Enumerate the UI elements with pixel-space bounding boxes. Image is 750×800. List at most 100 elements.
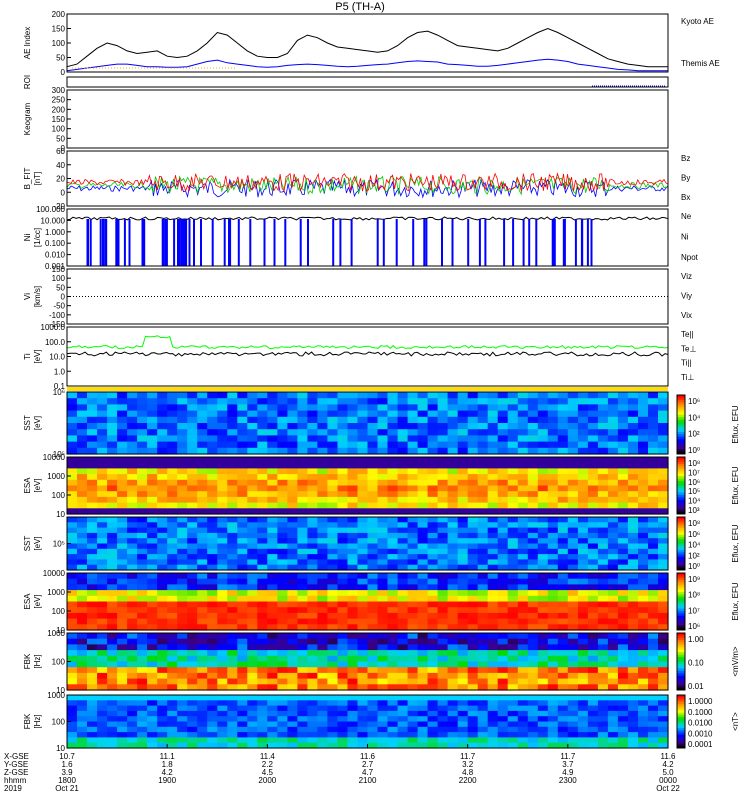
spectrogram-cell [547,429,559,436]
spectrogram-cell [197,527,208,534]
spectrogram-cell [537,429,549,436]
spectrogram-cell [367,491,379,498]
y-axis-label: [eV] [33,536,42,550]
spectrogram-cell [257,416,268,424]
spectrogram-cell [67,737,78,744]
spectrogram-cell [227,404,238,412]
spectrogram-cell [638,644,649,651]
spectrogram-cell [517,447,529,455]
spectrogram-cell [648,502,659,509]
spectrogram-cell [337,607,349,614]
spectrogram-cell [638,705,649,712]
spectrogram-cell [157,721,168,728]
spectrogram-cell [477,429,489,436]
spectrogram-cell [467,710,479,717]
spectrogram-cell [517,678,529,685]
spectrogram-cell [137,527,148,534]
spectrogram-cell [627,726,639,733]
spectrogram-cell [407,638,419,645]
spectrogram-cell [117,584,128,591]
spectrogram-cell [237,462,248,469]
spectrogram-cell [487,618,499,625]
spectrogram-cell [257,410,268,418]
spectrogram-cell [387,538,399,545]
spectrogram-cell [147,633,158,640]
spectrogram-cell [77,732,88,738]
colorbar-tick-label: 10⁶ [688,478,700,487]
spectrogram-cell [207,737,218,744]
spectrogram-cell [317,742,328,749]
colorbar-cell [677,573,685,576]
footer-value: 2100 [359,776,377,785]
y-tick-label: 100 [52,658,66,667]
spectrogram-cell [217,527,228,534]
spectrogram-cell [447,532,459,539]
colorbar-tick-label: 10⁵ [688,487,700,496]
spectrogram-cell [87,462,98,469]
spectrogram-cell [377,638,389,645]
spectrogram-cell [577,543,589,550]
spectrogram-cell [417,624,429,631]
spectrogram-cell [477,737,489,744]
spectrogram-cell [127,732,138,738]
spectrogram-cell [648,554,659,560]
spectrogram-cell [307,429,318,436]
spectrogram-cell [457,732,469,738]
spectrogram-cell [567,416,579,424]
spectrogram-cell [147,672,158,680]
spectrogram-cell [638,742,649,749]
spectrogram-cell [497,410,509,418]
spectrogram-cell [177,491,188,498]
spectrogram-cell [257,479,268,487]
spectrogram-cell [297,416,308,424]
spectrogram-cell [397,548,409,555]
spectrogram-cell [507,601,519,608]
spectrogram-cell [67,650,78,657]
spectrogram-cell [337,398,349,405]
spectrogram-cell [627,423,639,430]
spectrogram-cell [97,435,108,443]
spectrogram-cell [437,416,449,424]
colorbar-tick-label: 10⁴ [688,497,701,506]
spectrogram-cell [87,612,98,620]
spectrogram-cell [367,710,379,717]
spectrogram-cell [157,392,168,399]
y-tick-label: -50 [53,302,65,311]
spectrogram-cell [367,468,379,475]
spectrogram-cell [447,638,459,645]
spectrogram-cell [417,543,429,550]
spectrogram-cell [617,429,629,436]
spectrogram-cell [127,462,138,469]
spectrogram-cell [507,491,519,498]
spectrogram-cell [357,457,369,464]
spectrogram-cell [457,532,469,539]
spectrogram-cell [257,508,268,515]
spectrogram-cell [537,554,549,560]
spectrogram-cell [477,705,489,712]
spectrogram-cell [427,410,439,418]
spectrogram-cell [627,474,639,481]
spectrogram-cell [357,732,369,738]
spectrogram-cell [287,612,298,620]
spectrogram-cell [417,457,429,464]
spectrogram-cell [658,491,669,498]
spectrogram-cell [547,721,559,728]
spectrogram-cell [417,578,429,585]
spectrogram-cell [167,435,178,443]
spectrogram-cell [307,705,318,712]
spectrogram-cell [497,601,509,608]
spectrogram-cell [257,672,268,680]
spectrogram-cell [417,429,429,436]
spectrogram-cell [477,496,489,504]
spectrogram-cell [517,655,529,663]
spectrogram-cell [317,721,328,728]
spectrogram-cell [617,508,629,515]
spectrogram-cell [367,607,379,614]
spectrogram-cell [337,737,349,744]
spectrogram-cell [587,564,599,571]
spectrogram-cell [447,695,459,701]
colorbar-cell [677,523,685,527]
spectrogram-cell [347,578,359,585]
colorbar-cell [677,695,685,698]
colorbar-cell [677,725,685,729]
